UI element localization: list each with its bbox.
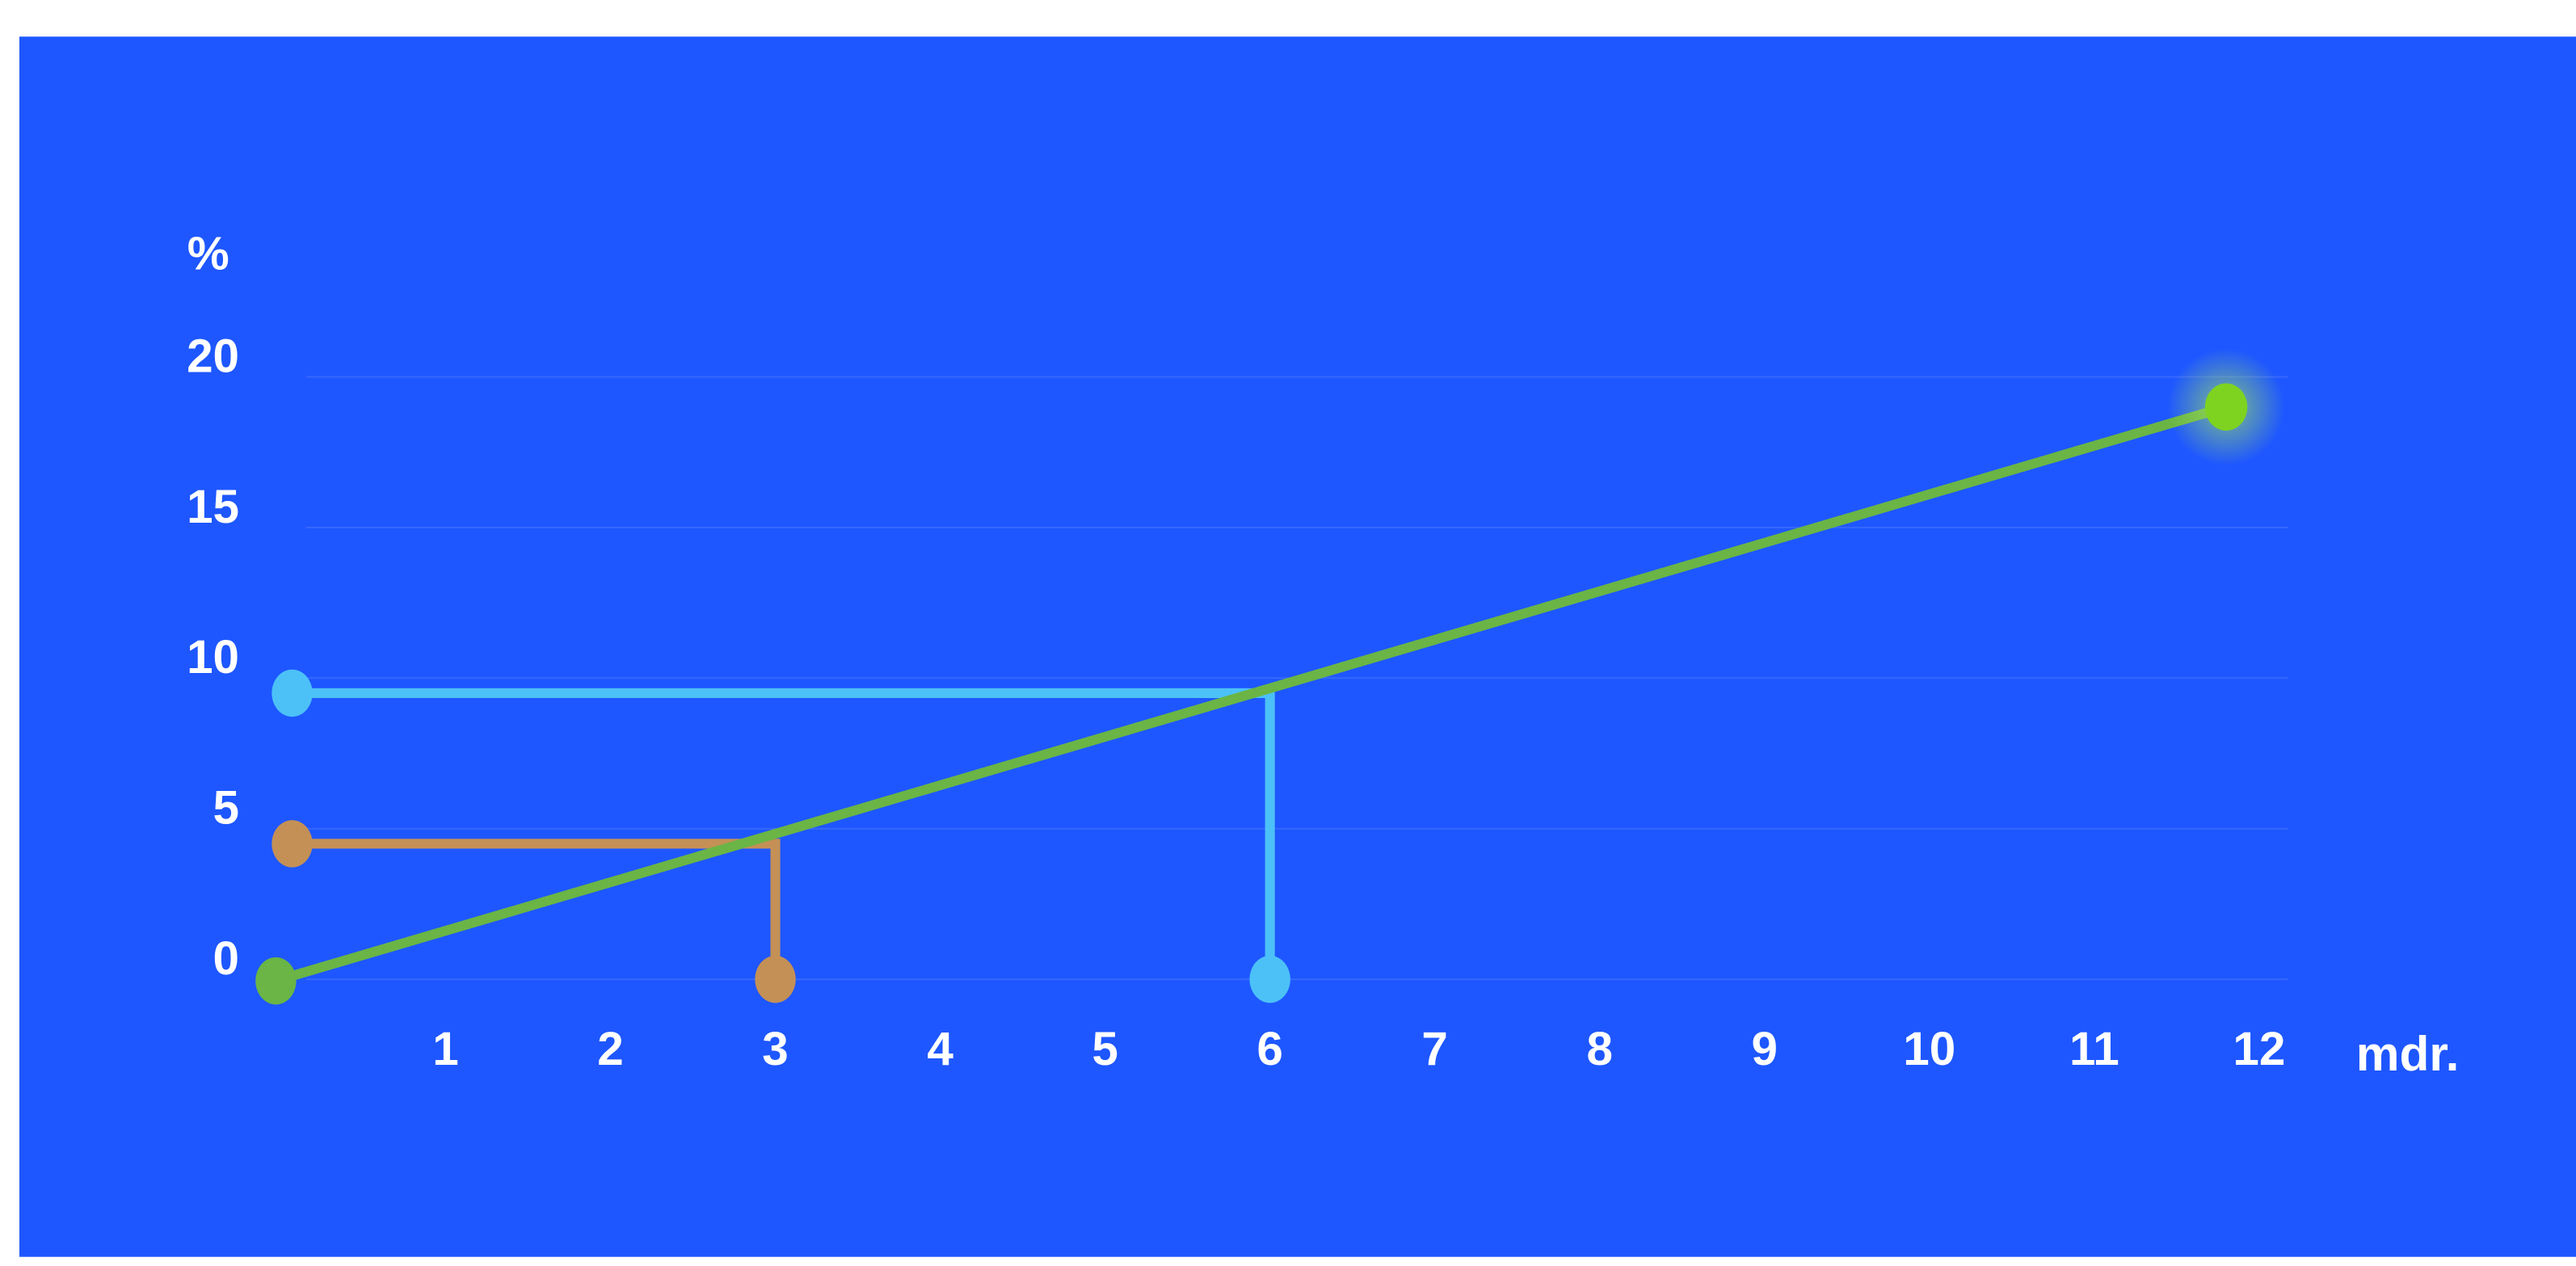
y-tick-label: 10 (187, 631, 239, 683)
x-marker (755, 955, 796, 1003)
y-axis-label: % (187, 227, 229, 280)
y-tick-label: 20 (187, 330, 239, 382)
y-marker (271, 669, 313, 717)
end-point (2204, 383, 2248, 431)
x-tick-label: 11 (2069, 1023, 2119, 1075)
series-line (276, 402, 2232, 985)
y-marker (271, 820, 313, 868)
projection-line (292, 839, 781, 980)
x-tick-label: 7 (1421, 1023, 1448, 1075)
x-tick-label: 3 (762, 1023, 789, 1075)
x-axis-label: mdr. (2356, 1026, 2460, 1081)
x-tick-label: 4 (927, 1023, 953, 1075)
y-tick-label: 0 (213, 932, 240, 985)
chart-panel: 0 5 10 15 20 1 2 3 4 5 6 7 8 9 10 11 12 % mdr. (19, 27, 2576, 1257)
x-tick-label: 6 (1256, 1023, 1283, 1075)
x-tick-label: 12 (2233, 1023, 2285, 1075)
y-tick-label: 5 (213, 782, 240, 835)
series-layer (255, 348, 2285, 1005)
x-tick-label: 8 (1586, 1023, 1613, 1075)
start-point (255, 957, 297, 1005)
x-tick-labels: 1 2 3 4 5 6 7 8 9 10 11 12 (432, 1023, 2285, 1075)
x-tick-label: 2 (597, 1023, 623, 1075)
x-tick-label: 9 (1752, 1023, 1778, 1075)
x-tick-label: 5 (1092, 1023, 1118, 1075)
x-marker (1249, 955, 1290, 1003)
y-tick-label: 15 (187, 481, 239, 533)
chart-background (19, 36, 2576, 1257)
x-tick-label: 10 (1903, 1023, 1955, 1075)
x-tick-label: 1 (432, 1023, 458, 1075)
y-tick-labels: 0 5 10 15 20 (187, 330, 239, 985)
